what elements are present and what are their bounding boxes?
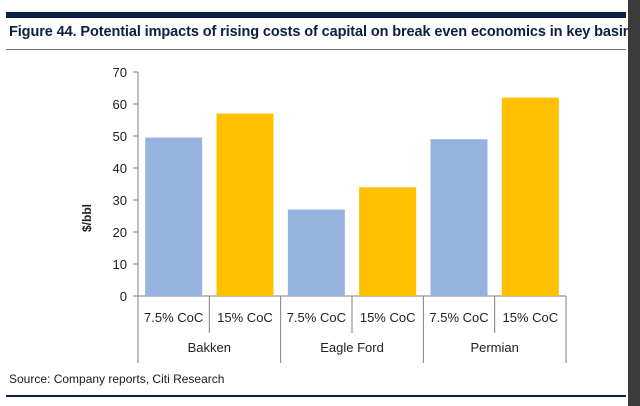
axis-labels: 0 10 20 30 40 50 60 70 7.5% CoC 15% CoC 7.5% CoC 15… — [113, 65, 559, 355]
x-category-label: 7.5% CoC — [287, 310, 346, 325]
window-edge — [628, 0, 640, 406]
y-tick-label: 0 — [120, 289, 127, 304]
x-category-label: 15% CoC — [217, 310, 273, 325]
x-category-label: 15% CoC — [503, 310, 559, 325]
bar — [145, 137, 203, 296]
y-tick-label: 10 — [113, 257, 127, 272]
y-tick-label: 40 — [113, 161, 127, 176]
x-category-label: 7.5% CoC — [429, 310, 488, 325]
chart-area: $/bbl 0 10 20 30 40 50 60 70 7.5% CoC 15% CoC 7.5%… — [0, 50, 640, 365]
bar — [430, 139, 488, 296]
bar — [501, 97, 559, 296]
y-tick-label: 50 — [113, 129, 127, 144]
bar — [359, 187, 417, 296]
bar — [216, 113, 274, 296]
x-category-label: 15% CoC — [360, 310, 416, 325]
top-rule — [6, 12, 626, 18]
figure-title: Figure 44. Potential impacts of rising c… — [9, 24, 640, 40]
bar-chart: $/bbl 0 10 20 30 40 50 60 70 7.5% CoC 15% CoC 7.5%… — [80, 65, 567, 363]
y-tick-label: 30 — [113, 193, 127, 208]
title-divider — [6, 49, 626, 50]
y-tick-label: 20 — [113, 225, 127, 240]
y-tick-label: 70 — [113, 65, 127, 80]
source-note: Source: Company reports, Citi Research — [9, 372, 225, 386]
axes — [133, 71, 567, 363]
x-group-label: Bakken — [188, 340, 231, 355]
bars — [145, 97, 559, 296]
bar — [287, 209, 345, 296]
x-category-label: 7.5% CoC — [144, 310, 203, 325]
y-axis-label: $/bbl — [80, 204, 94, 232]
x-group-label: Eagle Ford — [320, 340, 384, 355]
x-group-label: Permian — [470, 340, 518, 355]
bottom-rule — [6, 395, 626, 397]
y-tick-label: 60 — [113, 97, 127, 112]
